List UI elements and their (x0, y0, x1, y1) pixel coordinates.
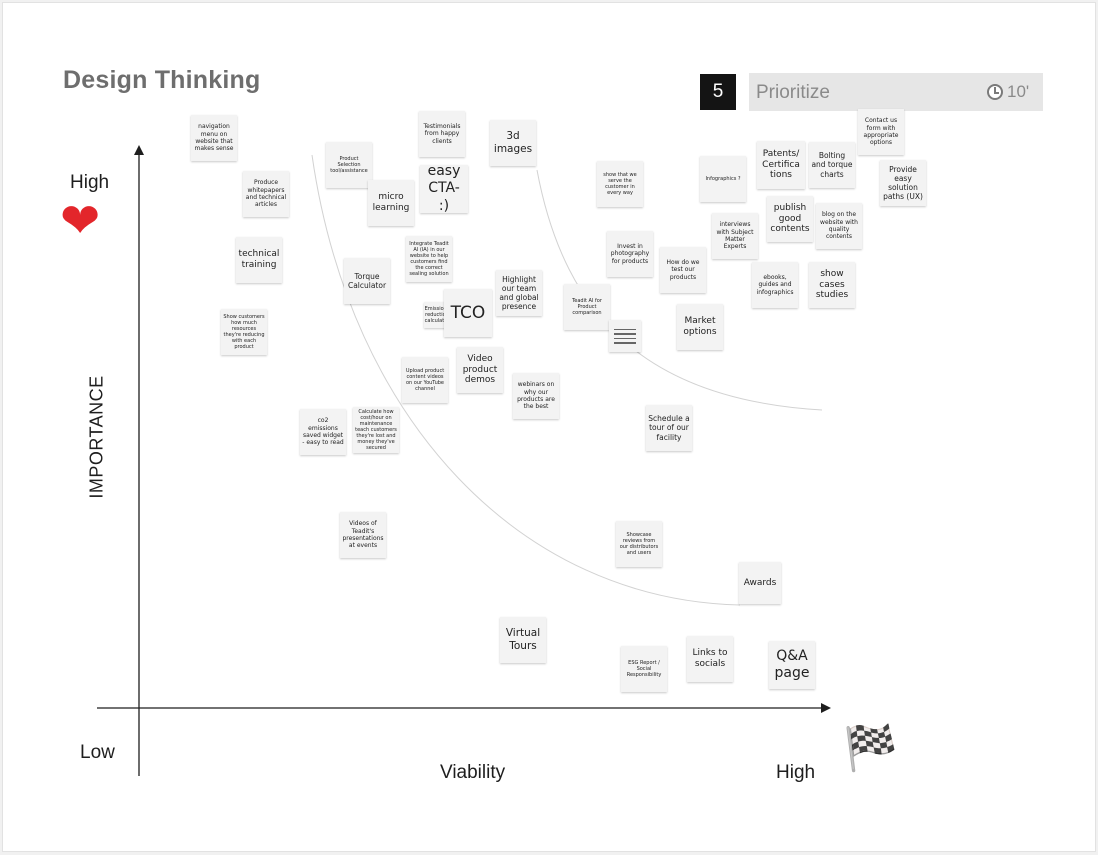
step-label: Prioritize (756, 82, 830, 103)
text-lines-icon[interactable] (609, 320, 641, 352)
sticky-note[interactable]: blog on the website with quality content… (816, 203, 862, 249)
timer-value: 10' (1007, 82, 1030, 101)
sticky-note[interactable]: Bolting and torque charts (809, 142, 855, 188)
sticky-note[interactable]: Showcase reviews from our distributors a… (616, 521, 662, 567)
sticky-note[interactable]: Product Selection tool/assistance (326, 142, 372, 188)
checkered-flag-icon: 🏁 (843, 724, 898, 773)
sticky-note[interactable]: Upload product content videos on our You… (402, 357, 448, 403)
sticky-note[interactable]: co2 emissions saved widget - easy to rea… (300, 409, 346, 455)
sticky-note[interactable]: TCO (444, 289, 492, 337)
timer[interactable]: 10' (987, 82, 1029, 102)
sticky-note[interactable]: Videos of Teadit's presentations at even… (340, 512, 386, 558)
sticky-note[interactable]: Contact us form with appropriate options (858, 109, 904, 155)
y-axis-high-label: High (70, 172, 110, 193)
sticky-note[interactable]: navigation menu on website that makes se… (191, 115, 237, 161)
sticky-note[interactable]: Schedule a tour of our facility (646, 405, 692, 451)
sticky-note[interactable]: ESG Report / Social Responsibility (621, 646, 667, 692)
x-axis-high-label: High (776, 762, 816, 783)
sticky-note[interactable]: Q&A page (769, 641, 815, 689)
sticky-note[interactable]: Highlight our team and global presence (496, 270, 542, 316)
sticky-note[interactable]: Show customers how much resources they'r… (221, 309, 267, 355)
sticky-note[interactable]: Patents/ Certifica tions (757, 141, 805, 189)
sticky-note[interactable]: Market options (677, 304, 723, 350)
sticky-note[interactable]: Infographics ? (700, 156, 746, 202)
sticky-note[interactable]: Testimonials from happy clients (419, 111, 465, 157)
sticky-note[interactable]: Provide easy solution paths (UX) (880, 160, 926, 206)
x-axis-label: Viability (440, 762, 506, 783)
sticky-note[interactable]: micro learning (368, 180, 414, 226)
sticky-note[interactable]: webinars on why our products are the bes… (513, 373, 559, 419)
sticky-note[interactable]: 3d images (490, 120, 536, 166)
sticky-note[interactable]: show cases studies (809, 262, 855, 308)
step-number-badge: 5 (700, 74, 736, 110)
sticky-note[interactable]: Links to socials (687, 636, 733, 682)
priority-curve-outer (311, 154, 741, 606)
sticky-note[interactable]: interviews with Subject Matter Experts (712, 213, 758, 259)
clock-icon (987, 84, 1003, 100)
sticky-note[interactable]: Awards (739, 562, 781, 604)
sticky-note[interactable]: publish good contents (767, 196, 813, 242)
sticky-note[interactable]: Invest in photography for products (607, 231, 653, 277)
sticky-note[interactable]: How do we test our products (660, 247, 706, 293)
heart-icon: ❤ (60, 195, 101, 248)
sticky-note[interactable]: show that we serve the customer in every… (597, 161, 643, 207)
sticky-note[interactable]: Video product demos (457, 347, 503, 393)
y-axis-label: IMPORTANCE (86, 375, 107, 499)
origin-low-label: Low (80, 742, 115, 763)
sticky-note[interactable]: Torque Calculator (344, 258, 390, 304)
sticky-note[interactable]: Calculate how cost/hour on maintenance t… (353, 407, 399, 453)
sticky-note[interactable]: Integrate Teadit AI (IA) in our website … (406, 236, 452, 282)
sticky-note[interactable]: technical training (236, 237, 282, 283)
sticky-note[interactable]: ebooks, guides and infographics (752, 262, 798, 308)
sticky-note[interactable]: Virtual Tours (500, 617, 546, 663)
sticky-note[interactable]: Teadit AI for Product comparison (564, 284, 610, 330)
sticky-note[interactable]: Produce whitepapers and technical articl… (243, 171, 289, 217)
board-title: Design Thinking (63, 66, 261, 94)
sticky-note[interactable]: easy CTA- :) (420, 165, 468, 213)
